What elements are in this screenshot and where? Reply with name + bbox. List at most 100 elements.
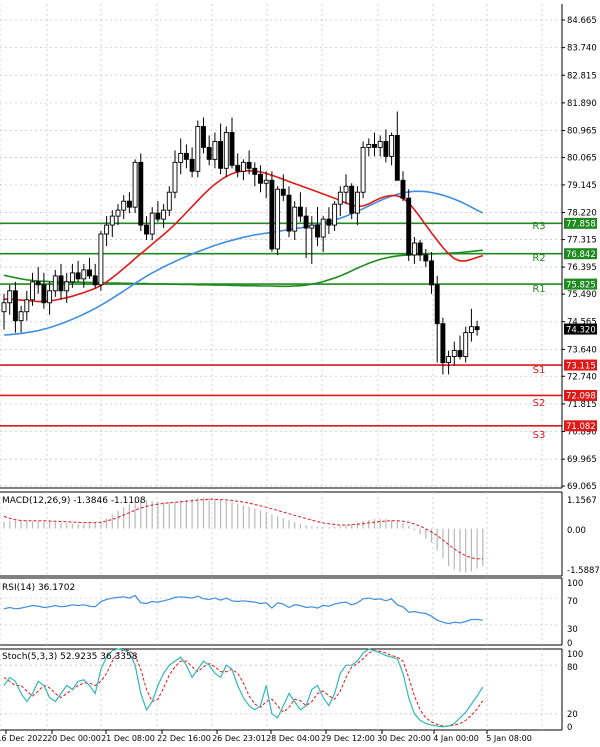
- macd-axis-label: 0.00: [567, 526, 586, 536]
- macd-axis-label: -1.5887: [567, 566, 600, 576]
- level-tag-s1: [564, 359, 597, 371]
- candle-body: [263, 179, 269, 184]
- candle-body: [394, 135, 400, 181]
- price-axis-label: 78.220: [567, 209, 597, 219]
- price-axis-label: 73.640: [567, 345, 597, 355]
- time-axis-label: 22 Dec 16:00: [157, 734, 211, 743]
- level-name-s1: S1: [533, 365, 546, 376]
- price-axis-label: 79.145: [567, 181, 597, 191]
- time-axis-label: 5 Jan 08:00: [486, 734, 532, 743]
- level-value-s1: 73.115: [566, 361, 596, 371]
- level-value-r2: 76.842: [566, 250, 596, 260]
- price-axis-label: 70.890: [567, 428, 597, 438]
- candle-body: [166, 191, 172, 211]
- candle-body: [326, 218, 332, 226]
- candle-body: [349, 185, 355, 214]
- macd-panel: 1.1567 0.00 -1.5887: [0, 491, 600, 577]
- candle-body: [12, 290, 18, 322]
- candle-body: [332, 203, 338, 226]
- rsi-axis-label: 100: [567, 579, 583, 589]
- candle-body: [41, 284, 47, 304]
- macd-title: MACD(12,26,9) -1.3846 -1.1108: [2, 496, 146, 506]
- rsi-title: RSI(14) 36.1702: [2, 583, 75, 593]
- macd-signal-line: [3, 498, 483, 560]
- candle-body: [201, 126, 206, 148]
- time-axis-label: 4 Jan 00:00: [433, 734, 479, 743]
- candle-body: [303, 215, 309, 229]
- stoch-k-line: [3, 648, 484, 728]
- candle-body: [474, 326, 480, 331]
- candle-body: [440, 323, 446, 363]
- price-axis-label: 69.065: [567, 482, 597, 492]
- price-axis-label: 84.665: [567, 16, 597, 26]
- time-axis-label: 21 Dec 08:00: [101, 734, 155, 743]
- candle-body: [223, 132, 229, 169]
- candle-body: [292, 206, 298, 232]
- candle-body: [457, 350, 463, 357]
- candle-body: [75, 272, 81, 280]
- candle-body: [104, 224, 110, 235]
- candle-body: [434, 284, 440, 325]
- candle-body: [423, 254, 429, 262]
- level-value-r1: 75.825: [566, 280, 596, 290]
- candle-body: [297, 206, 303, 217]
- candle-body: [52, 275, 58, 292]
- candle-body: [98, 233, 104, 286]
- candle-body: [383, 140, 389, 157]
- candle-body: [138, 161, 144, 226]
- candle-body: [343, 185, 349, 193]
- candle-body: [149, 212, 155, 235]
- price-axis-label: 71.815: [567, 400, 597, 410]
- rsi-panel: 100 70 30 0: [0, 577, 583, 649]
- price-axis-label: 75.490: [567, 290, 597, 300]
- candle-body: [144, 224, 149, 235]
- candle-body: [178, 152, 184, 163]
- time-axis-label: 16 Dec 2022: [0, 734, 48, 743]
- candle-body: [218, 140, 224, 169]
- candle-body: [366, 143, 372, 148]
- candle-body: [372, 143, 377, 148]
- candle-body: [69, 272, 75, 283]
- candle-body: [1, 302, 7, 313]
- candle-body: [81, 269, 87, 280]
- candle-body: [389, 135, 395, 157]
- stoch-axis-label: 20: [567, 710, 578, 720]
- candle-body: [315, 224, 320, 238]
- candle-body: [115, 209, 121, 217]
- stoch-d-line: [3, 649, 484, 727]
- price-axis-label: 76.395: [567, 263, 597, 273]
- price-axis-label: 77.315: [567, 236, 597, 246]
- candle-body: [7, 290, 13, 304]
- candle-body: [87, 269, 92, 277]
- candle-body: [47, 290, 53, 304]
- candle-body: [275, 188, 281, 250]
- candle-body: [446, 356, 452, 363]
- candle-body: [429, 260, 434, 286]
- rsi-axis-label: 70: [567, 597, 578, 607]
- candle-body: [463, 332, 469, 357]
- candle-body: [58, 275, 64, 292]
- candle-body: [30, 281, 35, 301]
- candle-body: [320, 218, 326, 238]
- rsi-axis-label: 30: [567, 625, 578, 635]
- candle-body: [132, 161, 138, 208]
- level-value-s2: 72.098: [566, 392, 596, 402]
- time-axis-label: 29 Dec 12:00: [321, 734, 375, 743]
- candle-body: [195, 126, 201, 172]
- candle-body: [354, 191, 360, 214]
- level-name-r1: R1: [532, 284, 545, 295]
- candle-body: [258, 173, 263, 184]
- level-name-r2: R2: [532, 253, 545, 264]
- level-tag-r1: [564, 278, 597, 290]
- candle-body: [309, 224, 315, 229]
- level-value-r3: 77.858: [566, 220, 596, 230]
- time-axis-label: 20 Dec 00:00: [47, 734, 101, 743]
- candle-body: [411, 242, 417, 256]
- price-axis-label: 80.965: [567, 127, 597, 137]
- price-axis-label: 69.965: [567, 455, 597, 465]
- candle-body: [451, 350, 457, 357]
- stoch-panel: 100 80 20 0: [0, 648, 583, 733]
- candle-body: [212, 140, 218, 160]
- candle-body: [337, 191, 343, 205]
